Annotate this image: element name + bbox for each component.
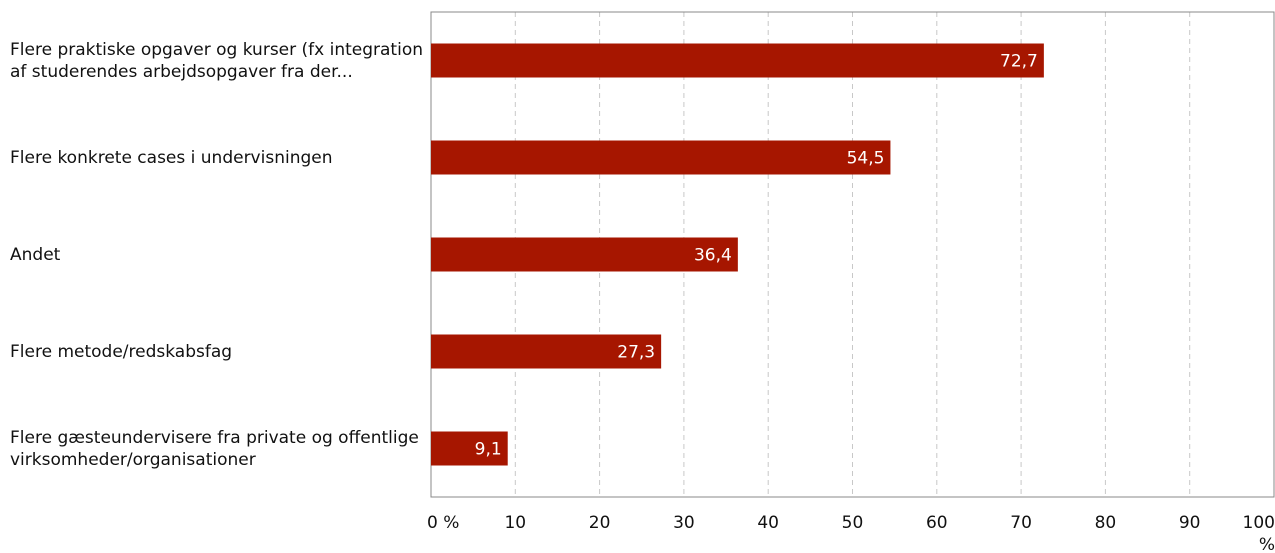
x-tick-label: 100 % <box>1242 513 1275 553</box>
x-tick-label: 80 <box>1094 513 1117 533</box>
value-label: 54,5 <box>847 149 885 169</box>
category-label: Flere praktiske opgaver og kurser (fx in… <box>10 39 423 82</box>
x-tick-label: 0 % <box>427 513 460 533</box>
x-tick-label: 30 <box>673 513 695 533</box>
bar <box>431 43 1044 78</box>
x-tick-label: 60 <box>925 513 948 533</box>
value-label: 9,1 <box>475 440 502 460</box>
category-label: Andet <box>10 244 61 265</box>
bar <box>431 140 891 175</box>
x-tick-label: 40 <box>757 513 779 533</box>
bar <box>431 431 508 466</box>
x-tick-label: 90 <box>1178 513 1201 533</box>
value-label: 36,4 <box>694 246 732 266</box>
x-tick-label: 10 <box>504 513 527 533</box>
category-label: Flere metode/redskabsfag <box>10 341 233 362</box>
x-tick-label: 70 <box>1010 513 1032 533</box>
category-label: Flere gæsteundervisere fra private og of… <box>10 427 419 470</box>
value-label: 27,3 <box>617 343 655 363</box>
x-tick-label: 50 <box>841 513 864 533</box>
bar <box>431 334 662 369</box>
value-label: 72,7 <box>1000 52 1038 72</box>
bar <box>431 237 738 272</box>
category-label: Flere konkrete cases i undervisningen <box>10 147 333 168</box>
x-tick-label: 20 <box>588 513 611 533</box>
